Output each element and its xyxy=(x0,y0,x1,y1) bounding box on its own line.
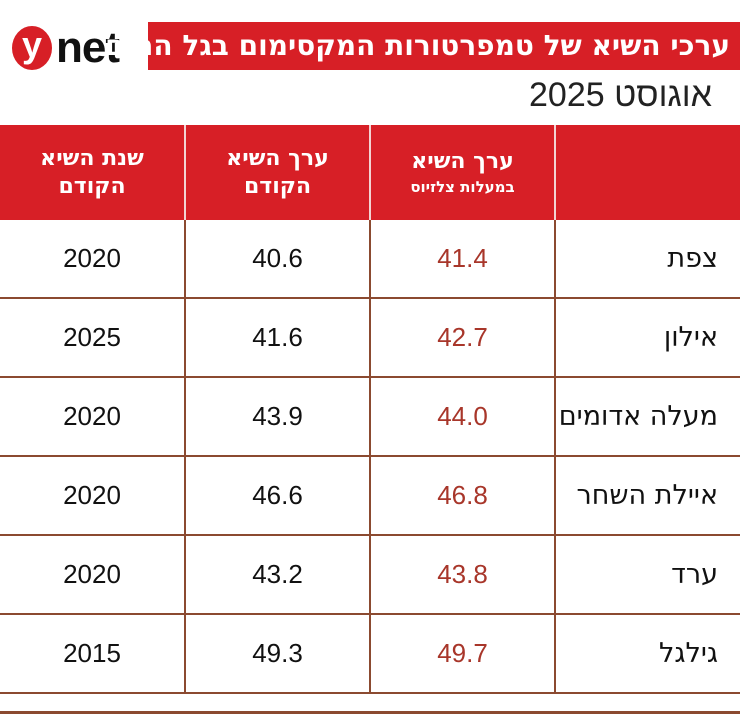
cell-record: 43.8 xyxy=(369,535,555,615)
cell-city: אילון xyxy=(554,298,740,378)
table-row: ערד 43.8 43.2 2020 xyxy=(0,535,740,615)
table-row: מעלה אדומים 44.0 43.9 2020 xyxy=(0,377,740,457)
cell-record: 41.4 xyxy=(369,220,555,299)
cell-record: 44.0 xyxy=(369,377,555,457)
table-row: גילגל 49.7 49.3 2015 xyxy=(0,614,740,694)
cell-year: 2015 xyxy=(0,614,185,694)
cell-previous: 49.3 xyxy=(184,614,370,694)
header-city xyxy=(554,125,740,220)
cell-city: מעלה אדומים xyxy=(554,377,740,457)
page-title: ערכי השיא של טמפרטורות המקסימום בגל החום xyxy=(105,22,740,70)
table-row: אילון 42.7 41.6 2025 xyxy=(0,298,740,378)
cell-previous: 43.9 xyxy=(184,377,370,457)
subtitle: אוגוסט 2025 xyxy=(529,76,712,114)
cell-year: 2020 xyxy=(0,377,185,457)
cell-year: 2020 xyxy=(0,456,185,536)
table-row: איילת השחר 46.8 46.6 2020 xyxy=(0,456,740,536)
header-previous: ערך השיא הקודם xyxy=(184,125,370,220)
header-row: ערך השיא במעלות צלזיוס ערך השיא הקודם שנת … xyxy=(0,125,740,220)
cell-year: 2025 xyxy=(0,298,185,378)
cell-previous: 46.6 xyxy=(184,456,370,536)
logo-net: net xyxy=(56,23,120,72)
cell-city: גילגל xyxy=(554,614,740,694)
cell-previous: 40.6 xyxy=(184,220,370,299)
cell-record: 49.7 xyxy=(369,614,555,694)
bottom-rule xyxy=(0,711,740,714)
cell-city: ערד xyxy=(554,535,740,615)
logo-y: y xyxy=(12,26,52,70)
cell-record: 42.7 xyxy=(369,298,555,378)
cell-city: צפת xyxy=(554,220,740,299)
cell-year: 2020 xyxy=(0,535,185,615)
records-table: ערך השיא במעלות צלזיוס ערך השיא הקודם שנת … xyxy=(0,125,740,694)
table-row: צפת 41.4 40.6 2020 xyxy=(0,220,740,299)
cell-record: 46.8 xyxy=(369,456,555,536)
cell-year: 2020 xyxy=(0,220,185,299)
header-year: שנת השיא הקודם xyxy=(0,125,185,220)
cell-previous: 43.2 xyxy=(184,535,370,615)
cell-previous: 41.6 xyxy=(184,298,370,378)
cell-city: איילת השחר xyxy=(554,456,740,536)
header-record: ערך השיא במעלות צלזיוס xyxy=(369,125,555,220)
ynet-logo: y net xyxy=(12,20,120,76)
